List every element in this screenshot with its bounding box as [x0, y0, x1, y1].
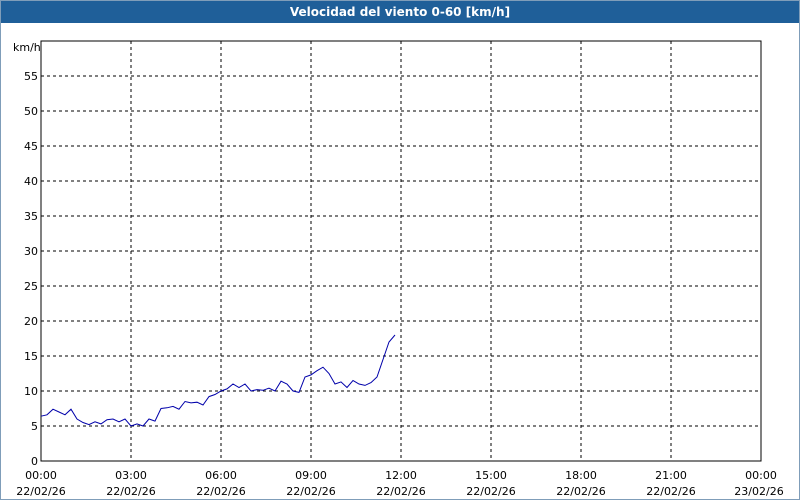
x-tick-date-label: 22/02/26	[376, 485, 425, 498]
x-tick-date-label: 22/02/26	[466, 485, 515, 498]
x-tick-date-label: 23/02/26	[734, 485, 783, 498]
x-tick-time-label: 21:00	[655, 469, 687, 482]
x-tick-date-label: 22/02/26	[16, 485, 65, 498]
y-tick-label: 15	[24, 350, 38, 363]
y-tick-label: 40	[24, 175, 38, 188]
x-tick-date-label: 22/02/26	[646, 485, 695, 498]
y-axis-ticks: 0 5 10 15 20 25 30 35 40 45 50 55	[24, 70, 38, 468]
x-tick-date-label: 22/02/26	[286, 485, 335, 498]
plot-area	[40, 40, 762, 462]
y-tick-label: 10	[24, 385, 38, 398]
y-tick-label: 50	[24, 105, 38, 118]
y-tick-label: 0	[31, 455, 38, 468]
x-tick-time-label: 00:00	[25, 469, 57, 482]
x-tick-time-label: 12:00	[385, 469, 417, 482]
y-tick-label: 5	[31, 420, 38, 433]
x-tick-date-label: 22/02/26	[556, 485, 605, 498]
x-tick-time-label: 03:00	[115, 469, 147, 482]
y-tick-label: 35	[24, 210, 38, 223]
wind-speed-series-line	[40, 334, 396, 427]
x-axis-ticks: 00:00 22/02/26 03:00 22/02/26 06:00 22/02/26 0…	[16, 469, 783, 498]
x-tick-time-label: 18:00	[565, 469, 597, 482]
series-layer	[40, 334, 396, 427]
y-axis-unit-label: km/h	[13, 41, 41, 54]
grid	[41, 41, 761, 461]
x-tick-time-label: 00:00	[745, 469, 777, 482]
y-tick-label: 25	[24, 280, 38, 293]
y-tick-label: 45	[24, 140, 38, 153]
x-tick-time-label: 09:00	[295, 469, 327, 482]
chart-title: Velocidad del viento 0-60 [km/h]	[1, 1, 799, 23]
x-tick-date-label: 22/02/26	[196, 485, 245, 498]
y-tick-label: 20	[24, 315, 38, 328]
y-tick-label: 30	[24, 245, 38, 258]
x-tick-date-label: 22/02/26	[106, 485, 155, 498]
y-tick-label: 55	[24, 70, 38, 83]
x-tick-time-label: 15:00	[475, 469, 507, 482]
x-tick-time-label: 06:00	[205, 469, 237, 482]
